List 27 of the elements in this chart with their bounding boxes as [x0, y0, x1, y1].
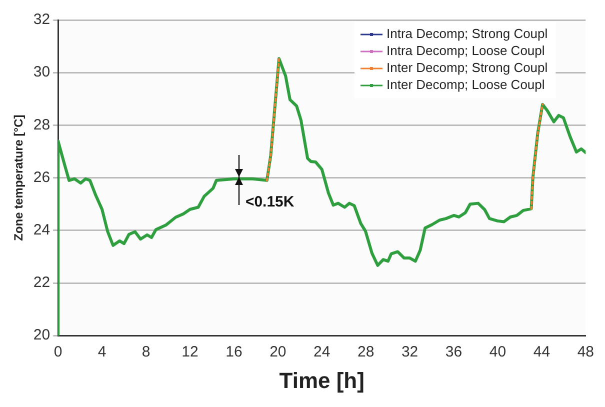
y-tick-label: 22	[33, 274, 50, 292]
x-axis-title: Time [h]	[279, 368, 364, 393]
x-tick-label: 12	[182, 344, 198, 361]
x-tick-label: 48	[577, 344, 594, 361]
x-tick-label: 44	[533, 344, 550, 361]
x-tick-label: 8	[142, 344, 150, 361]
y-tick-label: 26	[33, 168, 50, 186]
y-tick-label: 20	[33, 326, 50, 344]
legend-label: Intra Decomp; Strong Coupl	[386, 26, 548, 42]
x-tick-label: 32	[401, 344, 418, 361]
x-tick-label: 20	[270, 344, 286, 361]
x-tick-label: 0	[54, 344, 62, 361]
annotation: <0.15K	[245, 194, 294, 211]
x-tick-label: 40	[489, 344, 506, 361]
y-axis-title: Zone temperature [°C]	[12, 114, 26, 241]
x-tick-label: 16	[226, 344, 242, 361]
legend-label: Inter Decomp; Strong Coupl	[386, 60, 548, 76]
x-tick-label: 4	[98, 344, 106, 361]
y-tick-label: 32	[33, 11, 50, 28]
legend-label: Intra Decomp; Loose Coupl	[386, 43, 545, 58]
y-tick-label: 30	[33, 64, 50, 81]
legend-label: Inter Decomp; Loose Coupl	[386, 77, 545, 92]
y-tick-label: 24	[33, 222, 50, 239]
y-tick-label: 28	[33, 116, 50, 134]
x-tick-label: 36	[445, 344, 462, 361]
x-tick-label: 28	[357, 344, 374, 361]
x-tick-label: 24	[314, 344, 330, 361]
